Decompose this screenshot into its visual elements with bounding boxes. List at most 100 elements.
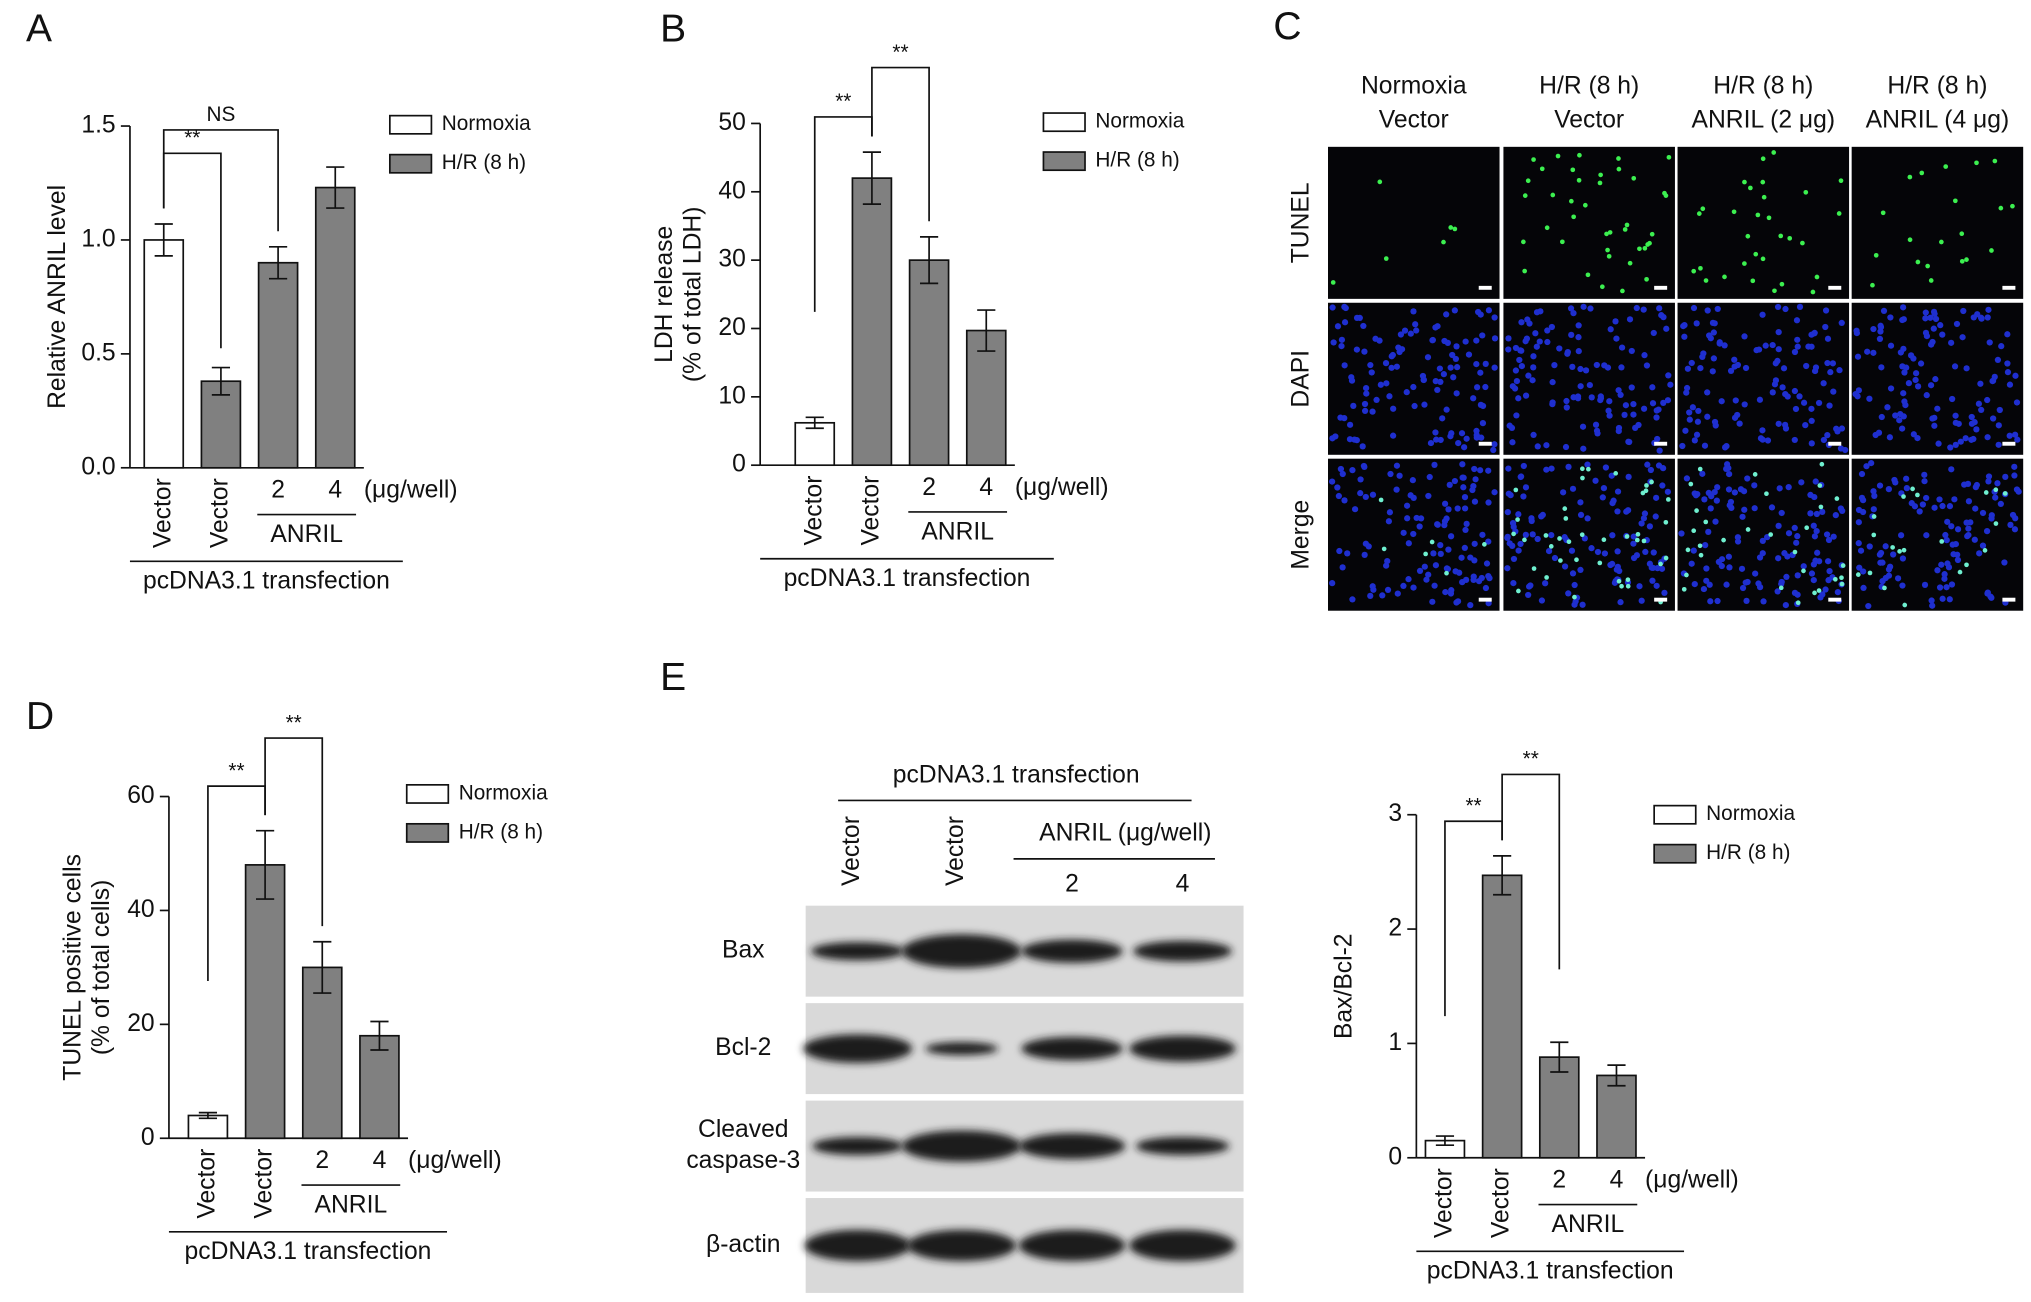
nucleus [1716,339,1723,346]
nucleus [1434,386,1441,394]
blot-row-label: β-actin [706,1231,781,1258]
legend-swatch [1653,804,1697,825]
tunel-dot [1870,282,1875,288]
nucleus [1938,561,1945,568]
x-tick-label: Vector [800,476,827,546]
nucleus [1608,472,1615,479]
y-tick-label: 20 [127,1010,154,1037]
tunel-dot [1907,174,1913,180]
nucleus [1732,397,1739,404]
nucleus [1860,584,1867,592]
nucleus [1509,542,1516,549]
nucleus [1409,477,1416,484]
nucleus [1971,536,1978,543]
nucleus [1630,533,1637,540]
blot-band [901,934,1022,969]
nucleus [1824,558,1832,565]
nucleus [1628,347,1635,355]
nucleus [1630,554,1638,562]
nucleus [1936,496,1943,503]
nucleus [1691,580,1698,588]
nucleus [1871,492,1878,499]
nucleus [1782,305,1789,313]
nucleus [1617,599,1624,606]
y-axis-label: Bax/Bcl-2 [1330,933,1357,1039]
nucleus [1459,461,1466,468]
tunel-dot [1605,247,1610,253]
nucleus [2004,360,2011,367]
nucleus [1569,363,1576,370]
tunel-dot [1983,490,1989,495]
nucleus [1561,534,1568,541]
scale-bar [2002,441,2016,446]
nucleus [1899,425,1906,432]
tunel-dot [1840,563,1846,568]
nucleus [1990,415,1997,422]
nucleus [1451,477,1458,485]
tunel-dot [1580,475,1585,481]
nucleus [1530,353,1537,360]
nucleus [1756,396,1764,403]
tunel-dot [1522,537,1527,543]
nucleus [1734,538,1742,545]
nucleus [1953,320,1961,328]
tunel-dot [1882,585,1887,591]
nucleus [1708,493,1715,500]
scale-bar [2002,285,2016,290]
nucleus [1965,531,1972,539]
nucleus [1614,508,1621,515]
bar [1481,874,1523,1159]
nucleus [1384,586,1392,594]
y-axis-label: LDH release [651,226,678,363]
error-bar [370,1020,389,1051]
nucleus [1517,347,1524,354]
nucleus [1965,498,1973,505]
nucleus [1362,493,1369,501]
nucleus [1778,509,1785,517]
nucleus [1688,359,1695,367]
nucleus [1935,440,1942,447]
nucleus [1437,436,1444,444]
nucleus [1811,330,1818,337]
nucleus [1690,304,1698,312]
nucleus [1349,596,1356,603]
nucleus [1802,421,1809,429]
nucleus [1901,369,1908,376]
nucleus [2011,472,2018,479]
nucleus [1986,339,1993,346]
x-tick-label: 4 [979,474,993,501]
y-axis-label: (% of total cells) [88,880,115,1056]
tunel-dot [1663,193,1669,198]
scale-bar [2002,597,2016,602]
panel-letter: D [26,695,54,738]
error-bar [977,309,996,352]
nucleus [1805,343,1812,350]
legend-swatch [1042,151,1086,172]
nucleus [1368,369,1375,376]
nucleus [1700,585,1708,593]
nucleus [1530,364,1537,371]
nucleus [1431,582,1438,589]
x-tick-label: 2 [1552,1167,1566,1194]
nucleus [1622,402,1630,409]
nucleus [1691,437,1698,444]
nucleus [1741,506,1748,513]
nucleus [1830,533,1837,540]
nucleus [1459,579,1466,586]
tunel-dot [1620,288,1625,294]
nucleus [1483,560,1491,567]
nucleus [1479,332,1486,339]
nucleus [1688,560,1695,567]
nucleus [1661,589,1668,596]
nucleus [1441,500,1449,507]
nucleus [1452,355,1459,363]
tunel-dot [1637,246,1642,252]
nucleus [1866,395,1873,402]
nucleus [1367,592,1374,599]
nucleus [1912,370,1920,377]
nucleus [1507,492,1514,499]
nucleus [1923,532,1930,539]
nucleus [1649,400,1657,407]
nucleus [1626,316,1634,323]
nucleus [1954,526,1962,533]
